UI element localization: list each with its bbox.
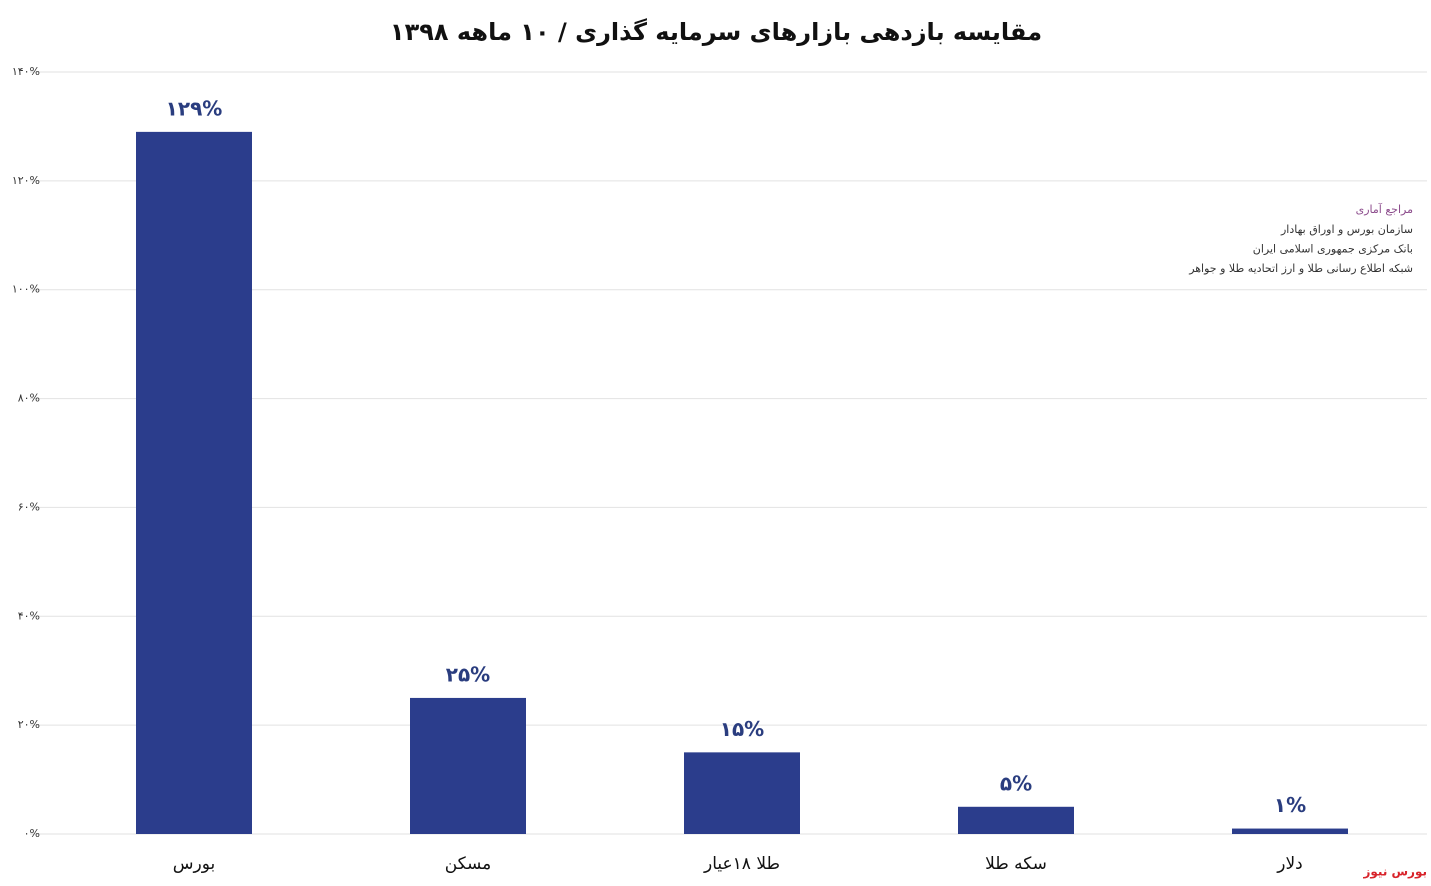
y-tick-label: ۰% xyxy=(24,827,40,840)
source-line: بانک مرکزی جمهوری اسلامی ایران xyxy=(1253,243,1413,256)
y-tick-label: ۱۲۰% xyxy=(12,174,40,187)
chart-title: مقایسه بازدهی بازارهای سرمایه گذاری / ۱۰… xyxy=(390,18,1042,46)
x-tick-label: سکه طلا xyxy=(985,854,1047,874)
bar xyxy=(684,752,800,834)
y-tick-label: ۴۰% xyxy=(18,609,40,622)
bar xyxy=(410,697,526,834)
value-label: ۱۲۹% xyxy=(166,96,223,120)
y-tick-label: ۲۰% xyxy=(18,718,40,731)
x-tick-label: بورس xyxy=(173,854,215,874)
value-label: ۱% xyxy=(1274,793,1306,817)
source-line: سازمان بورس و اوراق بهادار xyxy=(1280,223,1413,236)
x-tick-label: دلار xyxy=(1276,854,1302,874)
value-label: ۵% xyxy=(1000,771,1032,795)
x-tick-label: مسکن xyxy=(445,854,492,874)
sources-title: مراجع آماری xyxy=(1356,202,1413,216)
watermark: بورس نیوز xyxy=(1362,865,1427,880)
bar xyxy=(136,131,252,834)
value-label: ۲۵% xyxy=(446,662,490,686)
bar xyxy=(1232,828,1348,834)
source-line: شبکه اطلاع رسانی طلا و ارز اتحادیه طلا و… xyxy=(1188,262,1413,275)
x-tick-label: طلا ۱۸عیار xyxy=(703,854,780,874)
y-tick-label: ۱۴۰% xyxy=(12,65,40,78)
y-tick-label: ۸۰% xyxy=(18,392,40,405)
y-tick-label: ۱۰۰% xyxy=(12,283,40,296)
value-label: ۱۵% xyxy=(720,717,764,741)
y-tick-label: ۶۰% xyxy=(18,500,40,513)
bar xyxy=(958,806,1074,834)
